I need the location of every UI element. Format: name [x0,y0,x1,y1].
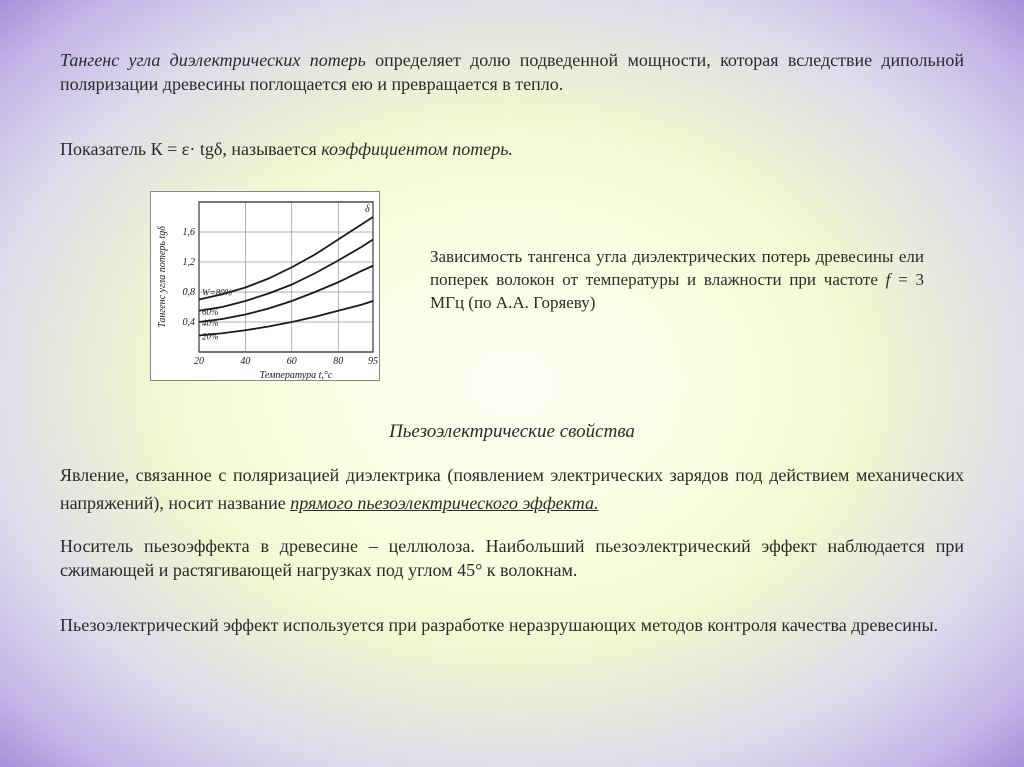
paragraph-1: Тангенс угла диэлектрических потерь опре… [60,48,964,97]
svg-text:60: 60 [287,356,297,367]
slide: Тангенс угла диэлектрических потерь опре… [0,0,1024,767]
svg-text:W=80%: W=80% [202,287,232,297]
svg-text:1,6: 1,6 [183,227,196,238]
p2-a: Показатель К = ε· tgδ, называется [60,139,321,159]
p1-italic: Тангенс угла диэлектрических потерь [60,50,366,70]
loss-tangent-chart: 20 40 60 80 95 0,4 0,8 1,2 1,6 Температура t,°с Та… [150,191,380,381]
chart-row: 20 40 60 80 95 0,4 0,8 1,2 1,6 Температура t,°с Та… [150,191,964,381]
svg-text:20: 20 [194,356,204,367]
svg-text:δ: δ [365,204,370,215]
svg-text:0,8: 0,8 [183,287,196,298]
paragraph-2: Показатель К = ε· tgδ, называется коэффи… [60,137,964,161]
svg-text:80: 80 [333,356,343,367]
svg-text:95: 95 [368,356,378,367]
paragraph-4: Носитель пьезоэффекта в древесине – целл… [60,534,964,583]
svg-text:Температура t,°с: Температура t,°с [260,370,333,381]
p3-b: прямого пьезоэлектрического эффекта. [290,493,598,513]
svg-text:Тангенс угла потерь tgδ: Тангенс угла потерь tgδ [157,226,168,328]
svg-text:20%: 20% [202,331,219,341]
section-heading: Пьезоэлектрические свойства [60,419,964,445]
svg-text:1,2: 1,2 [183,257,196,268]
paragraph-5: Пьезоэлектрический эффект используется п… [60,613,964,637]
cap-a: Зависимость тангенса угла диэлектрически… [430,247,924,289]
chart-caption: Зависимость тангенса угла диэлектрически… [430,246,964,315]
paragraph-3: Явление, связанное с поляризацией диэлек… [60,461,964,519]
svg-text:40: 40 [240,356,250,367]
p2-b: коэффициентом потерь. [321,139,513,159]
svg-text:40%: 40% [202,318,219,328]
svg-text:0,4: 0,4 [183,317,196,328]
svg-text:60%: 60% [202,307,219,317]
